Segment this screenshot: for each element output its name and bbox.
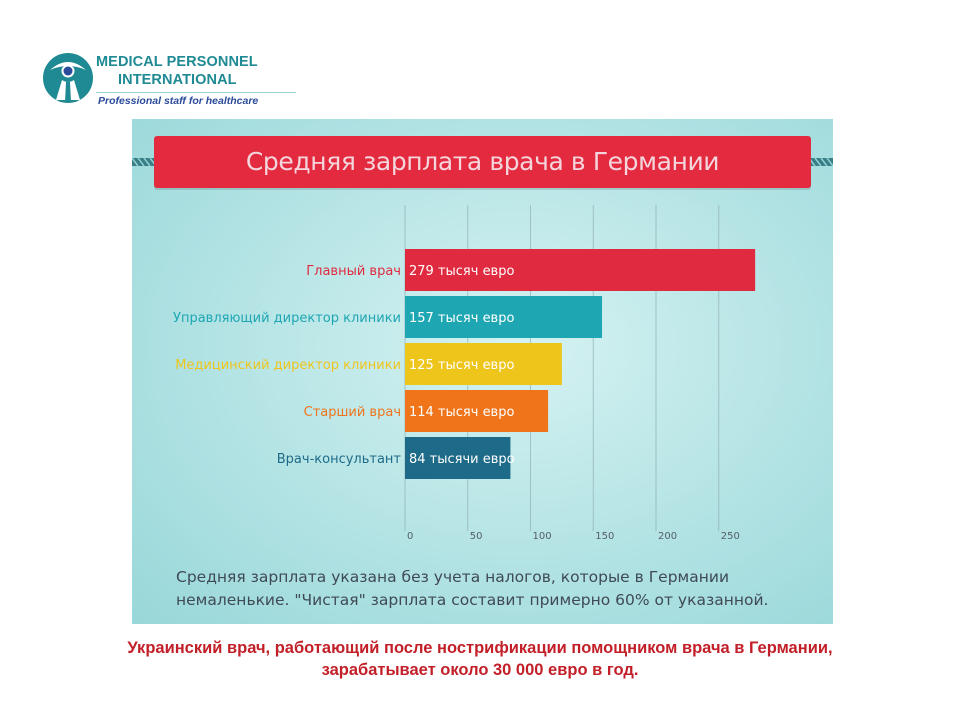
x-tick-label-200: 200: [658, 531, 677, 542]
bar-1: [405, 296, 603, 338]
category-label-3: Старший врач: [304, 405, 401, 420]
bar-0: [405, 249, 756, 291]
category-label-4: Врач-консультант: [277, 452, 402, 467]
bar-2: [405, 343, 562, 385]
bar-chart: 0 50 100 150 200 250 279 тысяч евро Главный вра…: [173, 205, 756, 542]
bar-value-label-0: 279 тысяч евро: [409, 264, 514, 279]
bar-3: [405, 390, 549, 432]
x-tick-label-0: 0: [407, 531, 413, 542]
x-tick-label-50: 50: [470, 531, 483, 542]
logo-emblem-icon: [43, 53, 93, 103]
logo-text-line1: MEDICAL PERSONNEL: [96, 54, 258, 70]
x-tick-label-250: 250: [721, 531, 740, 542]
bar-value-label-1: 157 тысяч евро: [409, 311, 514, 326]
logo-tagline: Professional staff for healthcare: [98, 95, 259, 107]
category-label-2: Медицинский директор клиники: [175, 358, 401, 373]
category-label-1: Управляющий директор клиники: [173, 311, 401, 326]
chart-title: Средняя зарплата врача в Германии: [245, 147, 720, 176]
x-tick-label-150: 150: [595, 531, 614, 542]
bar-value-label-3: 114 тысяч евро: [409, 405, 514, 420]
salary-infographic: Средняя зарплата врача в Германии 0 50 100…: [132, 119, 833, 624]
caption-line-2: зарабатывает около 30 000 евро в год.: [321, 661, 639, 679]
category-label-0: Главный врач: [306, 264, 401, 279]
bottom-caption: Украинский врач, работающий после ностри…: [0, 637, 960, 681]
caption-line-1: Украинский врач, работающий после ностри…: [127, 639, 833, 657]
x-tick-label-100: 100: [533, 531, 552, 542]
tax-footnote: Средняя зарплата указана без учета налог…: [176, 568, 769, 609]
bar-4: [405, 437, 511, 479]
bar-value-label-4: 84 тысячи евро: [409, 452, 515, 467]
bar-value-label-2: 125 тысяч евро: [409, 358, 514, 373]
logo-divider: [96, 92, 296, 93]
logo-text-line2: INTERNATIONAL: [118, 72, 237, 88]
company-logo: MEDICAL PERSONNEL INTERNATIONAL Professi…: [42, 52, 296, 114]
title-banner: Средняя зарплата врача в Германии: [154, 136, 811, 188]
